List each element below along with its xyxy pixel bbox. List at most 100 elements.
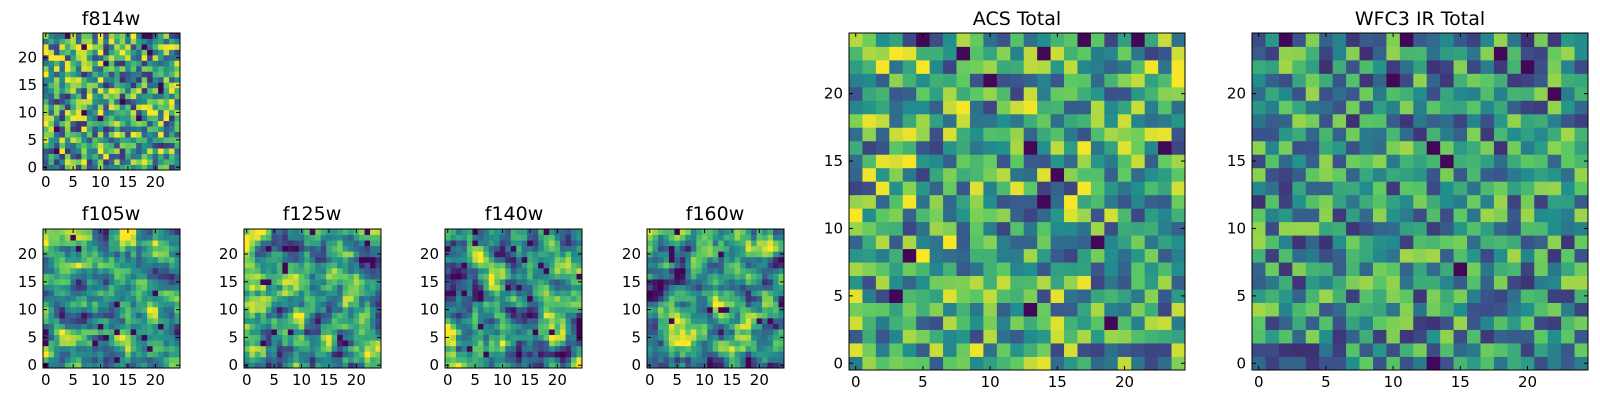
heatmap-cell: [1399, 86, 1414, 101]
heatmap-cell: [679, 234, 686, 241]
heatmap-cell: [554, 251, 561, 258]
heatmap-cell: [740, 351, 747, 358]
heatmap-cell: [647, 240, 653, 247]
heatmap-cell: [337, 284, 344, 291]
heatmap-cell: [287, 317, 294, 324]
heatmap-cell: [505, 267, 512, 274]
heatmap-cell: [668, 329, 675, 336]
heatmap-cell: [902, 343, 917, 357]
heatmap-cell: [707, 334, 714, 341]
heatmap-cell: [773, 334, 779, 341]
heatmap-cell: [483, 329, 490, 336]
heatmap-cell: [1372, 221, 1387, 236]
heatmap-cell: [652, 329, 659, 336]
heatmap-cell: [455, 351, 462, 358]
heatmap-cell: [92, 334, 99, 341]
heatmap-cell: [1480, 356, 1495, 371]
heatmap-cell: [477, 229, 484, 235]
heatmap-cell: [1252, 73, 1266, 88]
heatmap-cell: [663, 340, 670, 347]
heatmap-cell: [712, 251, 719, 258]
heatmap-cell: [43, 93, 49, 100]
heatmap-cell: [505, 229, 512, 235]
heatmap-cell: [1534, 154, 1549, 169]
heatmap-cell: [889, 59, 904, 74]
heatmap-cell: [130, 229, 137, 235]
heatmap-cell: [342, 362, 349, 369]
heatmap-cell: [353, 295, 360, 302]
heatmap-cell: [740, 317, 747, 324]
heatmap-cell: [1265, 194, 1280, 209]
heatmap-cell: [983, 343, 998, 357]
heatmap-cell: [734, 251, 741, 258]
heatmap-cell: [647, 295, 653, 302]
heatmap-cell: [1507, 262, 1522, 277]
heatmap-cell: [1104, 33, 1119, 47]
axes-frame: [444, 228, 583, 369]
heatmap-cell: [532, 351, 539, 358]
heatmap-cell: [103, 60, 110, 67]
heatmap-cell: [92, 164, 99, 171]
heatmap-cell: [505, 262, 512, 269]
heatmap-cell: [679, 256, 686, 263]
heatmap-cell: [337, 256, 344, 263]
heatmap-cell: [549, 306, 555, 313]
heatmap-cell: [461, 317, 468, 324]
heatmap-cell: [75, 284, 82, 291]
heatmap-cell: [163, 33, 170, 39]
heatmap-cell: [1278, 100, 1293, 115]
heatmap-cell: [125, 240, 132, 247]
heatmap-cell: [576, 256, 583, 263]
heatmap-cell: [359, 301, 365, 308]
heatmap-cell: [875, 275, 890, 290]
heatmap-cell: [543, 356, 550, 363]
heatmap-cell: [756, 306, 763, 313]
heatmap-cell: [1426, 302, 1441, 317]
heatmap-cell: [571, 334, 577, 341]
heatmap-cell: [1050, 356, 1065, 371]
heatmap-cell: [718, 312, 725, 319]
heatmap-cell: [92, 267, 99, 274]
axes-frame: [1251, 32, 1589, 371]
heatmap-cell: [293, 256, 300, 263]
heatmap-cell: [348, 262, 354, 269]
heatmap-cell: [64, 126, 71, 133]
heatmap-cell: [723, 256, 730, 263]
heatmap-cell: [1346, 59, 1360, 74]
heatmap-cell: [1520, 302, 1535, 317]
heatmap-cell: [740, 306, 747, 313]
heatmap-cell: [304, 284, 311, 291]
heatmap-cell: [956, 302, 971, 317]
heatmap-cell: [64, 251, 71, 258]
heatmap-cell: [271, 245, 278, 252]
heatmap-cell: [1090, 86, 1105, 101]
heatmap-cell: [560, 279, 566, 285]
y-tick-label: 10: [18, 103, 37, 121]
heatmap-cell: [125, 115, 132, 122]
heatmap-cell: [488, 234, 495, 241]
heatmap-cell: [1023, 248, 1038, 263]
heatmap-cell: [1520, 113, 1535, 128]
heatmap-cell: [1426, 140, 1441, 155]
heatmap-cell: [1090, 140, 1105, 155]
heatmap-cell: [59, 104, 66, 111]
heatmap-cell: [445, 245, 451, 252]
heatmap-cell: [64, 284, 71, 291]
heatmap-cell: [875, 113, 890, 128]
heatmap-cell: [309, 323, 316, 330]
heatmap-cell: [701, 251, 708, 258]
heatmap-cell: [647, 351, 653, 358]
heatmap-cell: [244, 267, 250, 274]
heatmap-cell: [163, 76, 170, 83]
heatmap-cell: [81, 93, 88, 100]
heatmap-cell: [740, 267, 747, 274]
heatmap-cell: [59, 109, 66, 116]
heatmap-cell: [114, 148, 121, 154]
heatmap-cell: [1399, 100, 1414, 115]
heatmap-cell: [64, 137, 71, 143]
heatmap-cell: [315, 273, 322, 280]
heatmap-cell: [696, 312, 703, 319]
heatmap-cell: [169, 164, 175, 171]
heatmap-cell: [1144, 343, 1159, 357]
heatmap-cell: [169, 153, 175, 160]
